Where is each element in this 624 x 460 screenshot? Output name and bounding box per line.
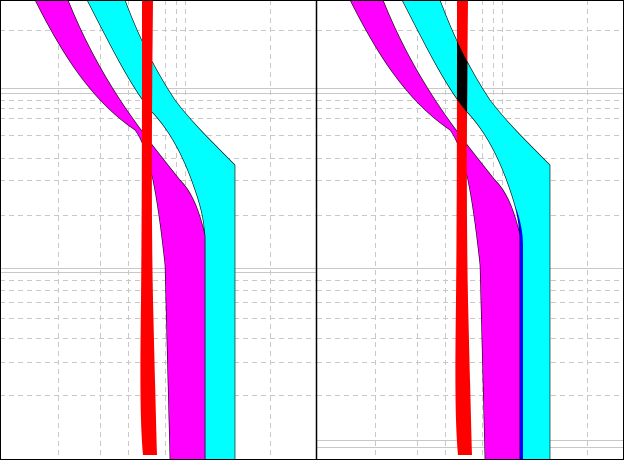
left-panel [34, 0, 236, 460]
right-panel [349, 0, 551, 460]
magenta-band [34, 0, 206, 460]
